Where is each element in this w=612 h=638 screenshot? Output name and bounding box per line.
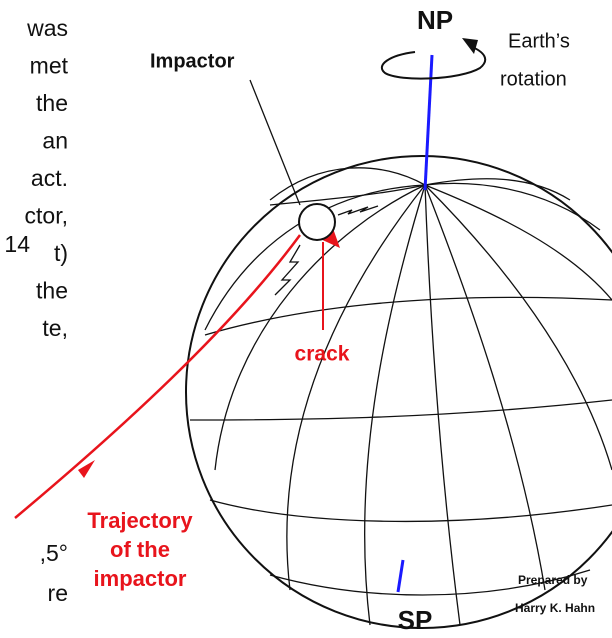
- globe: [186, 156, 612, 628]
- crack-label: crack: [295, 343, 350, 366]
- credit: Harry K. Hahn: [515, 601, 595, 615]
- text-fragment: the: [36, 90, 68, 116]
- text-fragment: t): [54, 240, 68, 266]
- text-fragment: te,: [42, 315, 68, 341]
- rotation-label: rotation: [500, 68, 567, 90]
- text-fragment: met: [30, 53, 69, 79]
- trajectory-label: of the: [110, 537, 170, 562]
- text-fragment: ,5°: [40, 540, 68, 566]
- south-pole-label: SP: [398, 605, 433, 635]
- trajectory-label: Trajectory: [87, 508, 193, 533]
- text-fragment: was: [26, 15, 68, 41]
- text-fragment: act.: [31, 165, 68, 191]
- impactor-label: Impactor: [150, 50, 235, 72]
- north-pole-label: NP: [417, 5, 453, 35]
- text-fragment: re: [48, 580, 68, 606]
- text-fragment: ctor,: [25, 203, 68, 229]
- rotation-label: Earth’s: [508, 30, 570, 52]
- trajectory-label: impactor: [94, 566, 187, 591]
- diagram: NP SP Earth’s rotation Impactor crack Tr…: [0, 0, 612, 638]
- rotation-arrow: [382, 46, 485, 79]
- exponent: 14: [4, 231, 30, 257]
- impactor-pointer: [250, 80, 300, 205]
- text-fragment: the: [36, 278, 68, 304]
- text-fragment: an: [42, 128, 68, 154]
- credit: Prepared by: [518, 573, 588, 587]
- impactor: [299, 204, 335, 240]
- rotation-arrowhead: [462, 38, 478, 54]
